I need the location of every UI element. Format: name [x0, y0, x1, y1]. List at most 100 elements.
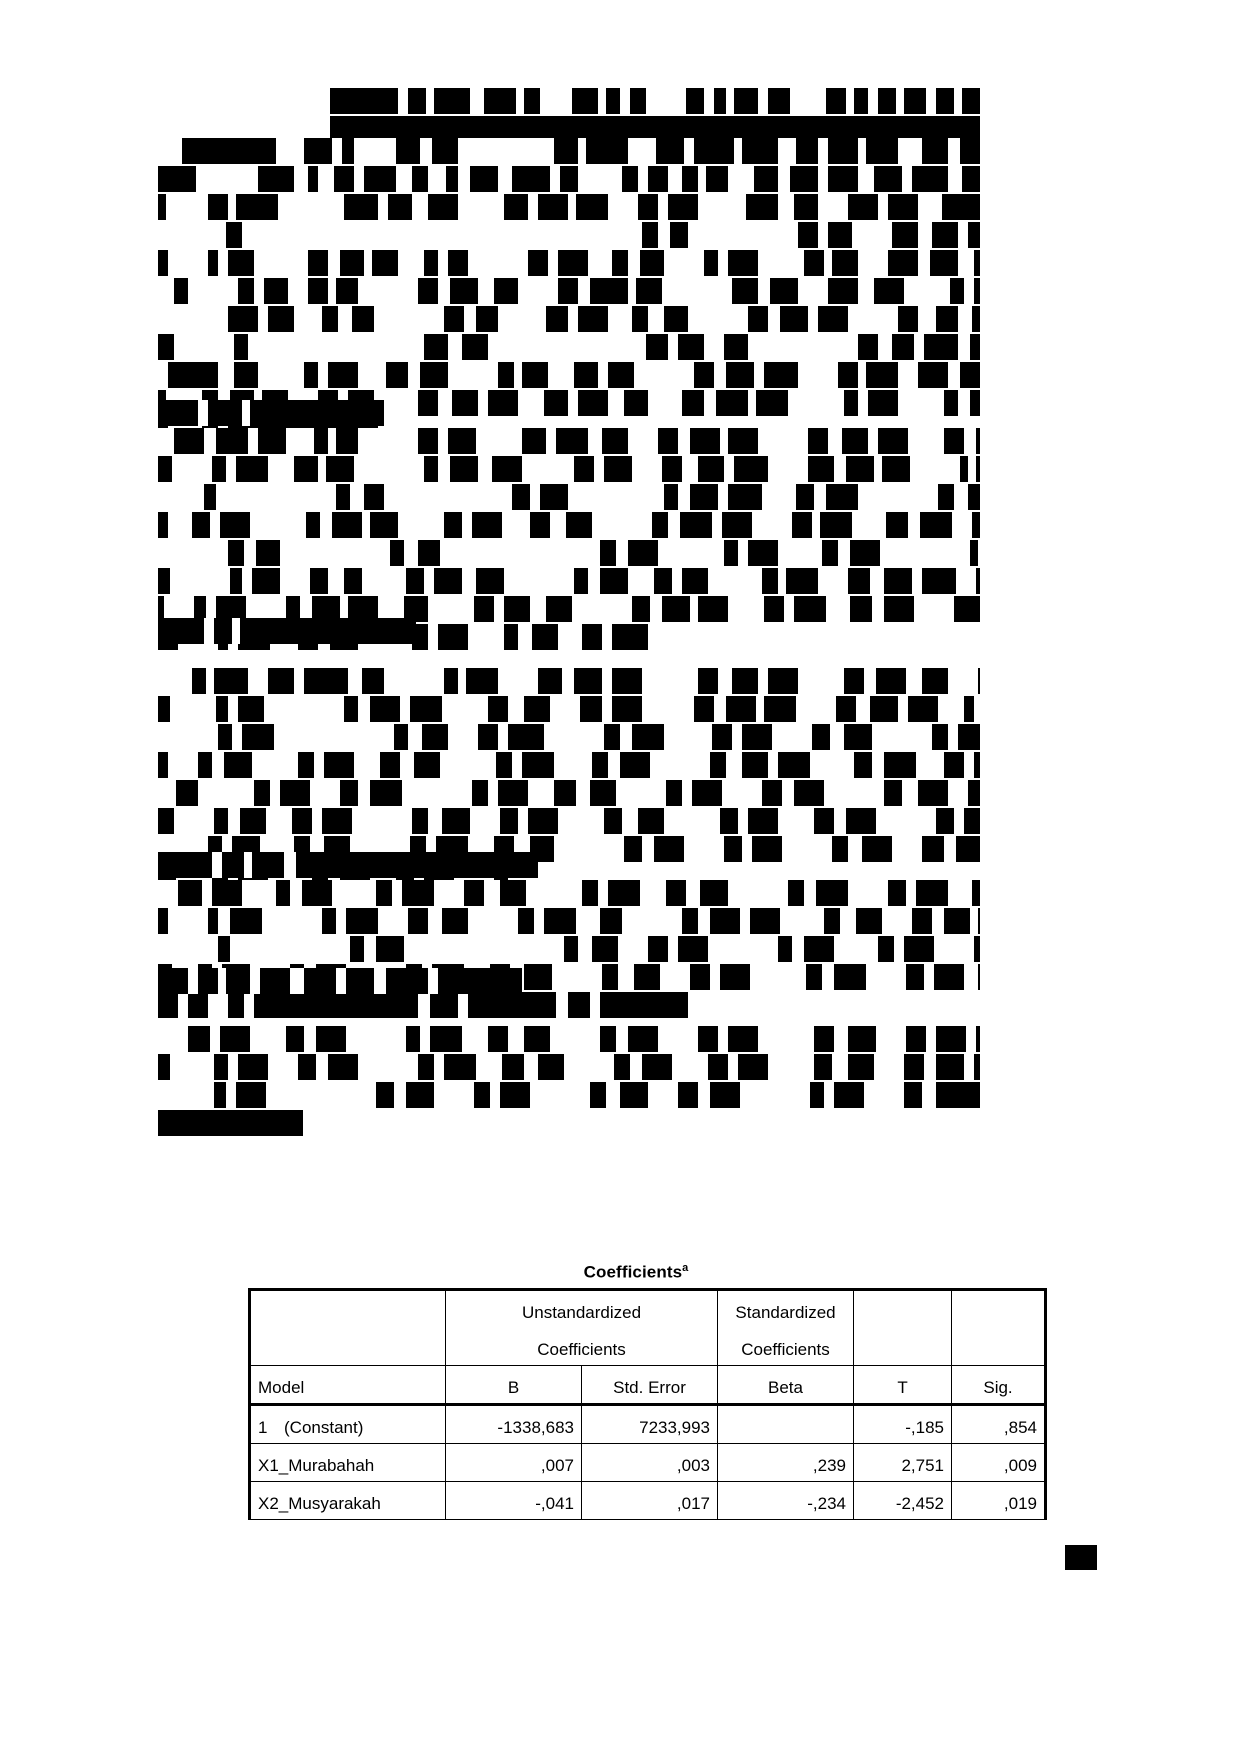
redaction-gap: [896, 88, 904, 114]
redaction-gap: [394, 1082, 406, 1108]
redaction-gap: [768, 752, 778, 778]
redaction-gap: [398, 512, 444, 538]
redaction-gap: [642, 696, 694, 722]
redaction-gap: [726, 752, 742, 778]
redaction-gap: [778, 194, 794, 220]
redaction-gap: [268, 456, 294, 482]
redaction-gap: [440, 752, 496, 778]
redaction-gap: [212, 752, 224, 778]
redaction-gap: [668, 512, 680, 538]
redaction-gap: [834, 456, 846, 482]
redaction-gap: [458, 138, 554, 164]
redacted-text-line: [158, 668, 980, 694]
redaction-gap: [646, 88, 686, 114]
redacted-text-line: [158, 724, 980, 750]
redaction-gap: [818, 166, 828, 192]
redacted-text-line: [158, 752, 980, 778]
redaction-gap: [616, 780, 666, 806]
redaction-gap: [616, 1026, 628, 1052]
redaction-gap: [554, 836, 624, 862]
redaction-gap: [588, 428, 602, 454]
redaction-gap: [882, 908, 912, 934]
redaction-gap: [550, 166, 560, 192]
redaction-gap: [958, 334, 970, 360]
redaction-gap: [362, 568, 406, 594]
redaction-gap: [258, 362, 304, 388]
redaction-gap: [476, 428, 522, 454]
redaction-gap: [916, 752, 944, 778]
redaction-gap: [648, 390, 682, 416]
redaction-gap: [718, 484, 728, 510]
redaction-gap: [514, 362, 522, 388]
redaction-gap: [708, 936, 778, 962]
redaction-gap: [468, 250, 528, 276]
redaction-gap: [840, 908, 856, 934]
redaction-gap: [530, 1082, 590, 1108]
redaction-gap: [872, 724, 932, 750]
redaction-gap: [608, 194, 638, 220]
redaction-gap: [576, 908, 600, 934]
redaction-gap: [620, 724, 632, 750]
redaction-gap: [798, 362, 838, 388]
redaction-gap: [834, 808, 846, 834]
redaction-gap: [518, 278, 558, 304]
redaction-gap: [958, 306, 972, 332]
redaction-gap: [948, 668, 978, 694]
redaction-gap: [158, 1082, 214, 1108]
redaction-gap: [188, 278, 238, 304]
redaction-gap: [528, 194, 538, 220]
redaction-gap: [598, 362, 608, 388]
redaction-gap: [788, 390, 844, 416]
redaction-gap: [250, 968, 260, 994]
header-blank-sig-top: [951, 1287, 1048, 1366]
redaction-gap: [358, 428, 418, 454]
redaction-gap: [232, 724, 242, 750]
redaction-gap: [434, 1054, 444, 1080]
redaction-gap: [688, 222, 798, 248]
redaction-gap: [222, 836, 232, 862]
redaction-gap: [750, 964, 806, 990]
redaction-gap: [468, 908, 518, 934]
redaction-gap: [648, 1082, 678, 1108]
redaction-gap: [948, 880, 972, 906]
redaction-gap: [684, 836, 724, 862]
redaction-gap: [402, 780, 472, 806]
redaction-gap: [658, 222, 670, 248]
redaction-gap: [364, 250, 372, 276]
redaction-gap: [892, 836, 922, 862]
redaction-gap: [608, 306, 632, 332]
redacted-text-line: [158, 428, 980, 454]
redaction-gap: [738, 808, 748, 834]
redaction-gap: [704, 88, 714, 114]
redacted-paragraph-5: [158, 1026, 980, 1138]
redaction-gap: [284, 852, 296, 878]
redacted-text-line: [158, 250, 980, 276]
redaction-gap: [270, 780, 280, 806]
redaction-gap: [212, 852, 222, 878]
table-head: Unstandardized Standardized Coefficients…: [248, 1287, 1048, 1406]
redaction-gap: [918, 194, 942, 220]
redacted-text-line: [158, 808, 980, 834]
redaction-gap: [906, 880, 916, 906]
redaction-gap: [592, 512, 652, 538]
redaction-gap: [924, 1054, 936, 1080]
redacted-text-line: [158, 278, 980, 304]
redaction-gap: [922, 1082, 936, 1108]
redaction-gap: [158, 668, 192, 694]
redaction-gap: [158, 362, 168, 388]
redaction-gap: [956, 568, 976, 594]
redaction-gap: [420, 1026, 430, 1052]
redaction-gap: [724, 456, 734, 482]
redaction-gap: [250, 512, 306, 538]
redaction-gap: [398, 88, 408, 114]
redaction-gap: [852, 222, 892, 248]
redaction-gap: [434, 1082, 474, 1108]
redaction-gap: [912, 568, 922, 594]
redaction-gap: [188, 968, 198, 994]
redaction-gap: [426, 836, 436, 862]
redaction-gap: [718, 668, 732, 694]
redaction-gap: [602, 696, 612, 722]
redaction-gap: [350, 484, 364, 510]
redaction-gap: [978, 540, 986, 566]
redaction-gap: [660, 964, 690, 990]
